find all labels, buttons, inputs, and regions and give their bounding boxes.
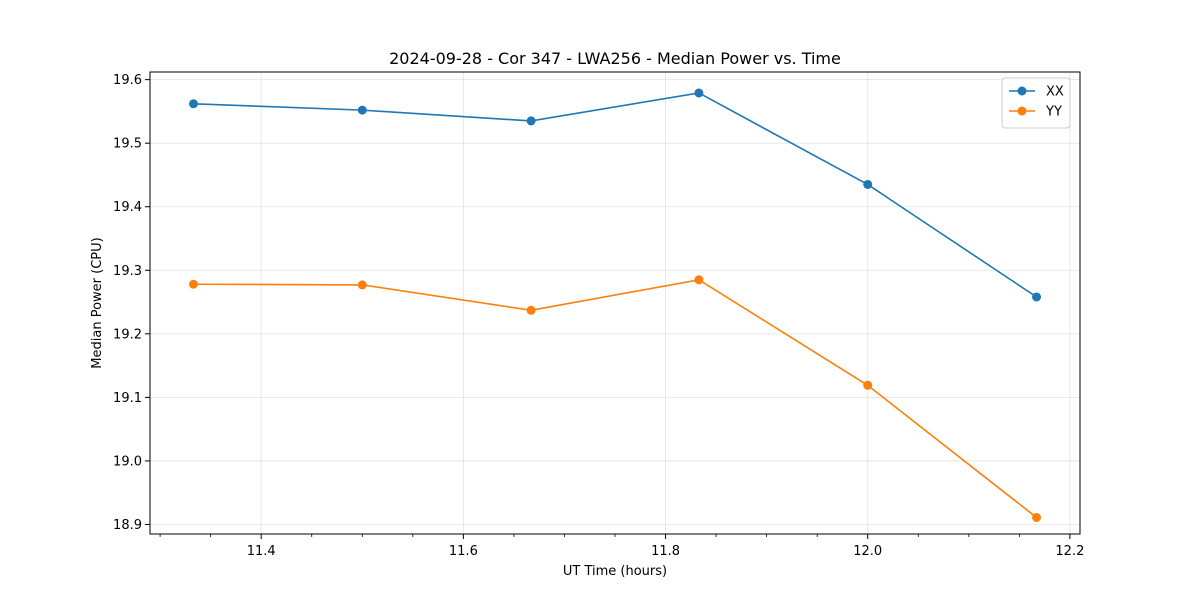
chart-title: 2024-09-28 - Cor 347 - LWA256 - Median P… — [389, 49, 841, 68]
data-point-yy — [863, 380, 873, 390]
legend: XX YY — [1001, 77, 1071, 129]
data-point-yy — [357, 280, 367, 290]
legend-label: XX — [1046, 85, 1064, 100]
data-point-xx — [188, 99, 198, 109]
series — [188, 88, 1042, 522]
data-point-xx — [694, 88, 704, 98]
axes: 11.4 11.6 11.8 12.0 12.2 18.9 19.0 19.1 19.2 19.3… — [113, 71, 1084, 559]
data-point-xx — [526, 116, 536, 126]
y-tick-label: 19.6 — [113, 73, 142, 88]
x-tick-label: 11.8 — [651, 544, 680, 559]
x-tick-label: 12.0 — [853, 544, 882, 559]
x-axis-label: UT Time (hours) — [563, 564, 667, 579]
data-point-xx — [863, 179, 873, 189]
legend-swatch-marker — [1017, 86, 1027, 96]
data-point-yy — [526, 305, 536, 315]
x-tick-label: 12.2 — [1055, 544, 1084, 559]
legend-swatch-marker — [1017, 106, 1027, 116]
y-tick-label: 19.3 — [113, 264, 142, 279]
series-line-xx — [193, 92, 1037, 298]
y-tick-label: 19.0 — [113, 454, 142, 469]
legend-label: YY — [1045, 105, 1062, 120]
y-tick-label: 18.9 — [113, 518, 142, 533]
data-point-xx — [1032, 292, 1042, 302]
y-tick-label: 19.2 — [113, 327, 142, 342]
y-tick-label: 19.1 — [113, 391, 142, 406]
data-point-yy — [1032, 512, 1042, 522]
x-tick-label: 11.4 — [247, 544, 276, 559]
data-point-yy — [188, 279, 198, 289]
data-point-yy — [694, 275, 704, 285]
data-point-xx — [357, 105, 367, 115]
series-line-yy — [193, 278, 1038, 519]
y-tick-label: 19.4 — [113, 200, 142, 215]
y-tick-label: 19.5 — [113, 137, 142, 152]
y-axis-label: Median Power (CPU) — [90, 237, 105, 368]
grid — [150, 72, 1080, 534]
x-tick-label: 11.6 — [449, 544, 478, 559]
